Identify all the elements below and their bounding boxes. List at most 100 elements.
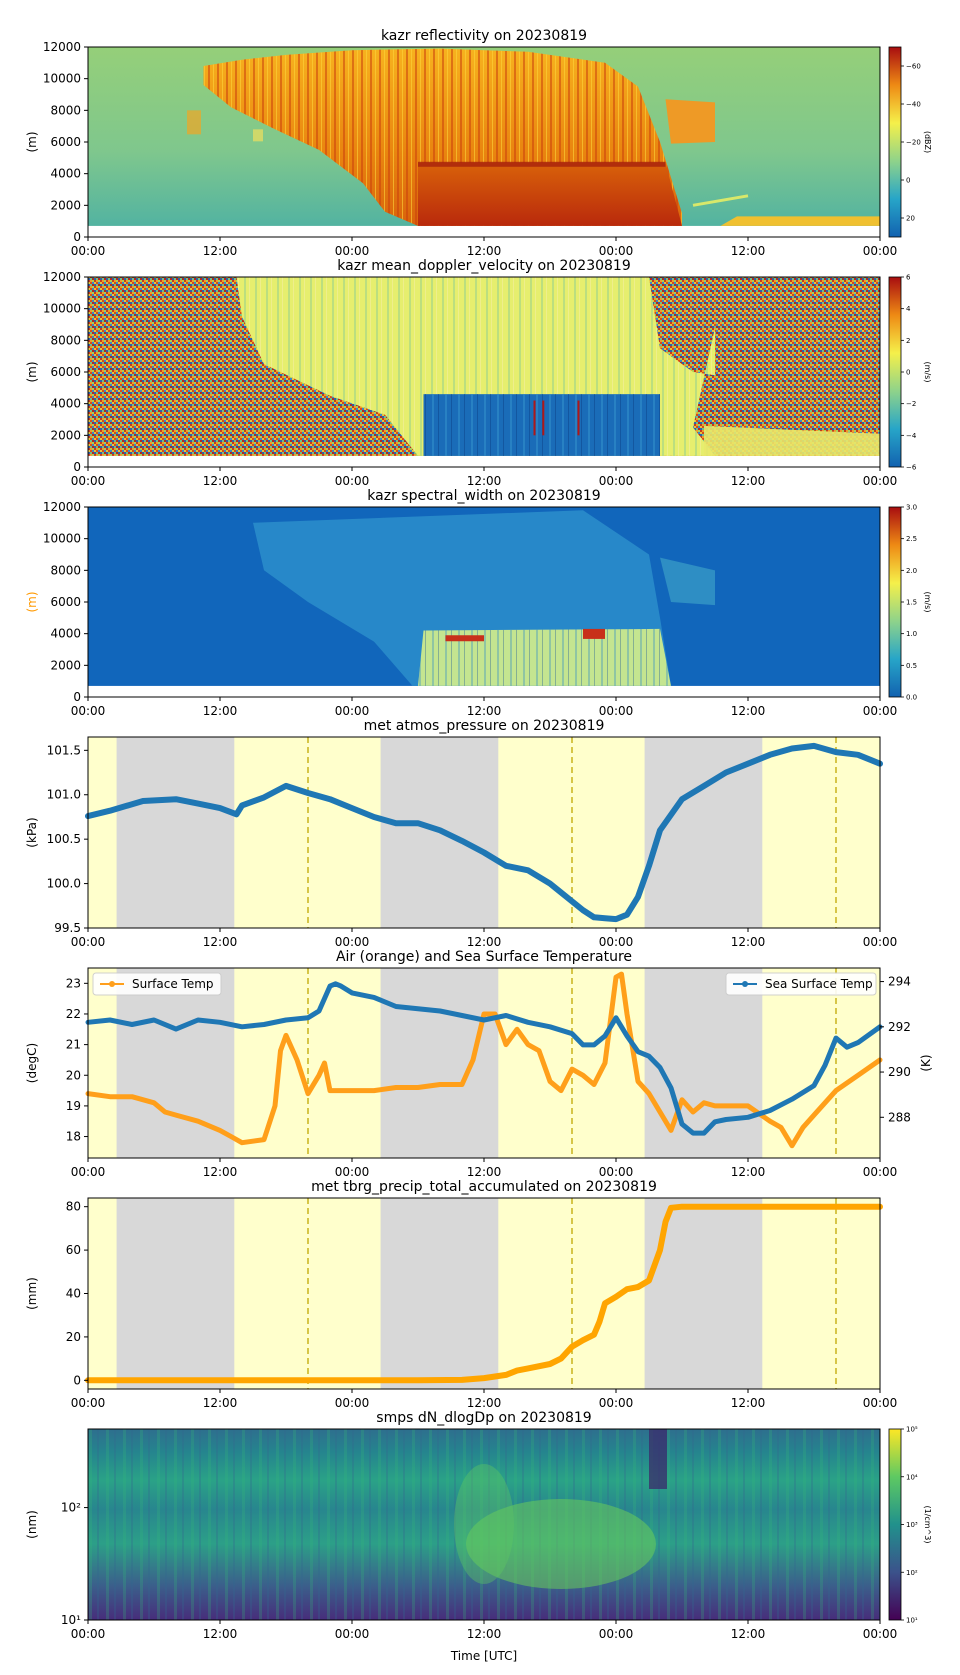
x-tick-label: 00:00 — [863, 1627, 898, 1641]
x-tick-label: 00:00 — [863, 1165, 898, 1179]
isolated-echo — [187, 110, 201, 135]
x-tick-label: 00:00 — [599, 474, 634, 488]
y-tick-label: 100.5 — [47, 832, 81, 846]
x-tick-label: 00:00 — [599, 1627, 634, 1641]
x-tick-label: 00:00 — [335, 704, 370, 718]
legend-marker — [742, 981, 748, 987]
y-tick-label: 22 — [66, 1007, 81, 1021]
x-tick-label: 00:00 — [71, 244, 106, 258]
x-tick-label: 00:00 — [863, 244, 898, 258]
legend-left — [92, 972, 222, 996]
colorbar-tick-label: 6 — [906, 274, 911, 282]
y-tick-label: 101.0 — [47, 788, 81, 802]
y-tick-label: 12000 — [43, 500, 81, 514]
below-min-range — [88, 225, 880, 237]
x-axis-label: Time [UTC] — [450, 1649, 517, 1663]
x-tick-label: 12:00 — [731, 1165, 766, 1179]
x-tick-label: 00:00 — [599, 704, 634, 718]
x-tick-label: 00:00 — [335, 474, 370, 488]
isolated-echo — [253, 129, 263, 142]
y2-tick-label: 288 — [888, 1110, 911, 1124]
y-tick-label: 23 — [66, 976, 81, 990]
updraft-streak — [542, 400, 545, 436]
colorbar-tick-label: 4 — [906, 305, 911, 313]
panel-title: smps dN_dlogDp on 20230819 — [376, 1410, 591, 1426]
panel-title: kazr mean_doppler_velocity on 20230819 — [337, 258, 631, 274]
x-tick-label: 12:00 — [731, 244, 766, 258]
y-tick-label: 12000 — [43, 40, 81, 54]
x-tick-label: 12:00 — [731, 1396, 766, 1410]
y-tick-label: 6000 — [50, 365, 81, 379]
y2-tick-label: 294 — [888, 975, 911, 989]
panel-title: met tbrg_precip_total_accumulated on 202… — [311, 1179, 657, 1195]
x-tick-label: 12:00 — [467, 1627, 502, 1641]
x-tick-label: 12:00 — [731, 474, 766, 488]
x-tick-label: 00:00 — [71, 474, 106, 488]
x-tick-label: 12:00 — [203, 1627, 238, 1641]
high-width-band — [583, 628, 605, 639]
colorbar-tick-label: −60 — [906, 63, 921, 71]
y-tick-label: 4000 — [50, 627, 81, 641]
colorbar — [888, 46, 902, 238]
y-axis-label: (kPa) — [25, 817, 39, 847]
x-tick-label: 12:00 — [203, 474, 238, 488]
y-tick-label: 18 — [66, 1130, 81, 1144]
melting-layer — [418, 161, 666, 167]
colorbar-tick-label: 10² — [906, 1569, 918, 1577]
x-tick-label: 00:00 — [335, 1165, 370, 1179]
panel-title: kazr spectral_width on 20230819 — [367, 488, 600, 504]
x-tick-label: 00:00 — [599, 1396, 634, 1410]
pressure-line — [85, 742, 883, 923]
precip-accumulated-line — [85, 1203, 883, 1384]
y-tick-label: 2000 — [50, 428, 81, 442]
y-tick-label: 2000 — [50, 658, 81, 672]
x-tick-label: 00:00 — [863, 935, 898, 949]
y-tick-label: 100.0 — [47, 877, 81, 891]
x-tick-label: 00:00 — [863, 1396, 898, 1410]
x-tick-label: 00:00 — [71, 704, 106, 718]
x-tick-label: 00:00 — [335, 935, 370, 949]
y-tick-label: 10000 — [43, 302, 81, 316]
x-tick-label: 00:00 — [71, 1396, 106, 1410]
colorbar — [888, 1428, 902, 1621]
colorbar-tick-label: 0.5 — [906, 662, 917, 670]
colorbar — [888, 506, 902, 698]
x-tick-label: 00:00 — [599, 1165, 634, 1179]
x-tick-label: 12:00 — [467, 1165, 502, 1179]
colorbar-tick-label: 2.5 — [906, 535, 917, 543]
colorbar-tick-label: −6 — [906, 464, 917, 472]
y-axis-label: (m) — [25, 131, 39, 152]
y-tick-label: 20 — [66, 1330, 81, 1344]
y-tick-label: 10000 — [43, 72, 81, 86]
x-tick-label: 12:00 — [203, 1396, 238, 1410]
colorbar-tick-label: 10¹ — [906, 1617, 918, 1625]
x-tick-label: 00:00 — [71, 935, 106, 949]
x-tick-label: 12:00 — [203, 704, 238, 718]
colorbar-label: (m/s) — [923, 592, 932, 613]
y-tick-label: 0 — [73, 230, 81, 244]
colorbar-tick-label: −40 — [906, 101, 921, 109]
x-tick-label: 00:00 — [599, 244, 634, 258]
colorbar-label: (1/cm^3) — [923, 1505, 932, 1543]
y-tick-label: 10² — [61, 1501, 81, 1515]
colorbar-tick-label: 3.0 — [906, 504, 917, 512]
y-tick-label: 0 — [73, 460, 81, 474]
y-tick-label: 10000 — [43, 532, 81, 546]
y-tick-label: 8000 — [50, 103, 81, 117]
falling-precipitation-texture — [423, 394, 660, 456]
y-tick-label: 12000 — [43, 270, 81, 284]
panel-title: met atmos_pressure on 20230819 — [364, 718, 605, 734]
colorbar-tick-label: 10³ — [906, 1521, 918, 1529]
below-min-range — [88, 455, 880, 467]
surface-temp-line — [85, 971, 883, 1149]
night-shading — [116, 737, 235, 928]
x-tick-label: 00:00 — [335, 1627, 370, 1641]
colorbar-tick-label: 20 — [906, 215, 915, 223]
y-axis-label: (m) — [25, 591, 39, 612]
x-tick-label: 00:00 — [335, 1396, 370, 1410]
y-tick-label: 99.5 — [54, 921, 81, 935]
x-tick-label: 12:00 — [731, 704, 766, 718]
updraft-streak — [533, 400, 536, 436]
high-concentration-region — [454, 1464, 514, 1584]
